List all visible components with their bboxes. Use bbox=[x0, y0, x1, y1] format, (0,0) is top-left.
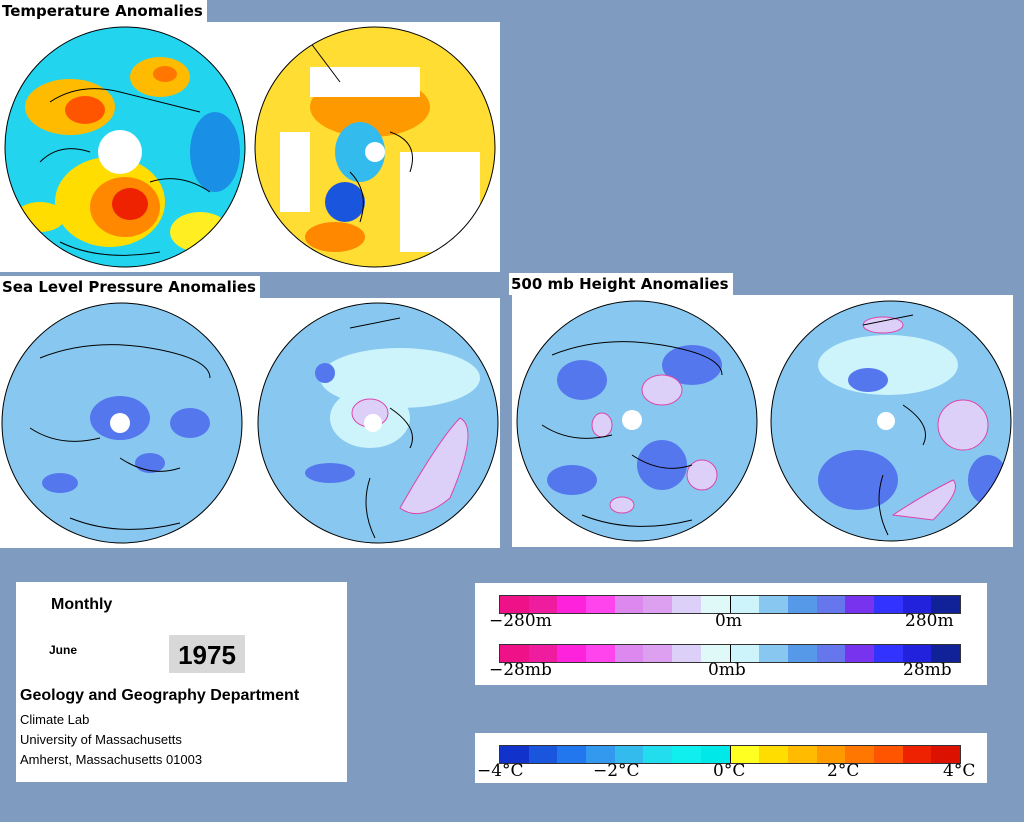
scale-swatch-14 bbox=[902, 746, 932, 763]
500mb-map-panel bbox=[512, 295, 1013, 547]
height-scale-mid: 0m bbox=[715, 611, 742, 631]
scale-swatch-8 bbox=[729, 596, 760, 613]
address-label: Amherst, Massachusetts 01003 bbox=[20, 752, 203, 767]
university-label: University of Massachusetts bbox=[20, 732, 182, 747]
sea-level-pressure-anomalies-title: Sea Level Pressure Anomalies bbox=[0, 276, 260, 298]
temperature-south-hemisphere-map bbox=[254, 26, 496, 268]
scale-swatch-11 bbox=[816, 596, 846, 613]
scale-swatch-2 bbox=[557, 746, 587, 763]
scale-swatch-6 bbox=[672, 645, 701, 662]
scale-swatch-14 bbox=[902, 645, 932, 662]
scale-swatch-13 bbox=[873, 645, 903, 662]
scale-swatch-0 bbox=[500, 596, 529, 613]
month-label: June bbox=[49, 643, 78, 657]
slp-north-hemisphere-map bbox=[1, 302, 243, 544]
temperature-scale-tick-3: 0°C bbox=[713, 761, 746, 781]
scale-swatch-9 bbox=[759, 746, 788, 763]
pressure-scale-mid: 0mb bbox=[708, 660, 746, 680]
scale-swatch-12 bbox=[845, 746, 874, 763]
scale-swatch-0 bbox=[500, 746, 529, 763]
scale-swatch-11 bbox=[816, 746, 846, 763]
temperature-scale-tick-1: −4°C bbox=[477, 761, 524, 781]
scale-swatch-10 bbox=[787, 645, 817, 662]
temperature-scale-box: −4°C −2°C 0°C 2°C 4°C bbox=[475, 733, 987, 783]
scale-swatch-2 bbox=[557, 596, 587, 613]
scale-swatch-11 bbox=[816, 645, 846, 662]
scale-swatch-4 bbox=[614, 746, 644, 763]
scale-swatch-1 bbox=[528, 645, 558, 662]
scale-swatch-5 bbox=[643, 645, 673, 662]
height-scale-min: −280m bbox=[489, 611, 552, 631]
scale-swatch-9 bbox=[759, 596, 788, 613]
scale-swatch-7 bbox=[700, 596, 730, 613]
scale-swatch-6 bbox=[672, 746, 701, 763]
scale-swatch-12 bbox=[845, 596, 874, 613]
scale-swatch-3 bbox=[586, 746, 615, 763]
scale-swatch-13 bbox=[873, 596, 903, 613]
period-label: Monthly bbox=[51, 596, 113, 613]
temperature-scale-tick-5: 4°C bbox=[943, 761, 976, 781]
scale-swatch-1 bbox=[528, 746, 558, 763]
500mb-south-hemisphere-map bbox=[770, 300, 1012, 542]
temperature-anomalies-title: Temperature Anomalies bbox=[0, 0, 207, 22]
scale-swatch-9 bbox=[759, 645, 788, 662]
scale-swatch-13 bbox=[873, 746, 903, 763]
scale-swatch-12 bbox=[845, 645, 874, 662]
temperature-north-hemisphere-map bbox=[4, 26, 246, 268]
year-label: 1975 bbox=[169, 635, 245, 673]
department-label: Geology and Geography Department bbox=[20, 687, 300, 704]
scale-swatch-10 bbox=[787, 746, 817, 763]
scale-swatch-15 bbox=[931, 746, 960, 763]
height-pressure-scale-box: −280m 0m 280m −28mb 0mb 28mb bbox=[475, 583, 987, 685]
scale-swatch-2 bbox=[557, 645, 587, 662]
height-scale-max: 280m bbox=[905, 611, 954, 631]
scale-swatch-0 bbox=[500, 645, 529, 662]
scale-swatch-8 bbox=[729, 746, 760, 763]
scale-swatch-4 bbox=[614, 645, 644, 662]
scale-swatch-8 bbox=[729, 645, 760, 662]
pressure-color-scale bbox=[499, 644, 961, 663]
scale-swatch-5 bbox=[643, 596, 673, 613]
temperature-scale-tick-4: 2°C bbox=[827, 761, 860, 781]
lab-label: Climate Lab bbox=[20, 712, 90, 727]
info-box: Monthly June 1975 Geology and Geography … bbox=[16, 582, 347, 782]
scale-swatch-7 bbox=[700, 746, 730, 763]
scale-swatch-6 bbox=[672, 596, 701, 613]
scale-swatch-3 bbox=[586, 645, 615, 662]
temperature-color-scale bbox=[499, 745, 961, 764]
slp-south-hemisphere-map bbox=[257, 302, 499, 544]
scale-swatch-7 bbox=[700, 645, 730, 662]
scale-swatch-15 bbox=[931, 596, 960, 613]
pressure-scale-min: −28mb bbox=[489, 660, 552, 680]
scale-swatch-14 bbox=[902, 596, 932, 613]
500mb-north-hemisphere-map bbox=[516, 300, 758, 542]
scale-swatch-4 bbox=[614, 596, 644, 613]
500mb-height-anomalies-title: 500 mb Height Anomalies bbox=[509, 273, 733, 295]
scale-swatch-10 bbox=[787, 596, 817, 613]
height-color-scale bbox=[499, 595, 961, 614]
slp-map-panel bbox=[0, 298, 500, 548]
pressure-scale-max: 28mb bbox=[903, 660, 952, 680]
scale-swatch-1 bbox=[528, 596, 558, 613]
scale-swatch-3 bbox=[586, 596, 615, 613]
scale-swatch-5 bbox=[643, 746, 673, 763]
scale-swatch-15 bbox=[931, 645, 960, 662]
temperature-map-panel bbox=[0, 22, 500, 272]
temperature-scale-tick-2: −2°C bbox=[593, 761, 640, 781]
